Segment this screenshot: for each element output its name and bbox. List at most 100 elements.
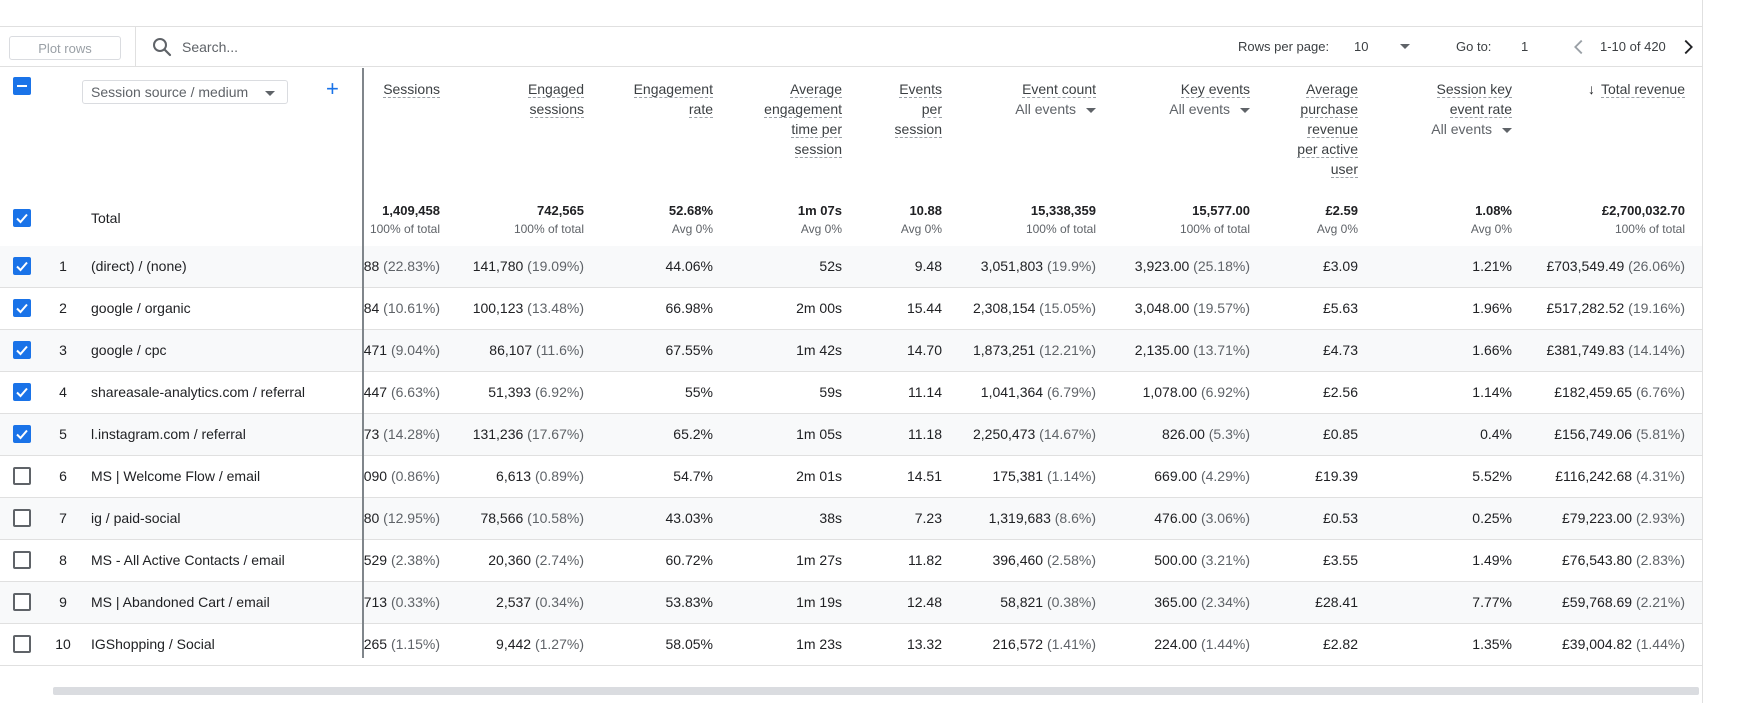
chevron-left-icon[interactable] [1568,36,1590,58]
column-header-label: Key events [1180,81,1250,98]
table-row[interactable]: 9 MS | Abandoned Cart / email 713 (0.33%) 2… [0,582,1702,624]
metric-cell: £79,223.00 (2.93%) [1525,510,1685,526]
column-header-label: Sessions [383,81,440,98]
metric-value: £5.63 [1322,300,1358,316]
plot-rows-button[interactable]: Plot rows [9,36,121,60]
row-checkbox[interactable] [13,257,31,275]
row-number: 1 [59,258,67,274]
column-header-label: event rate [1449,101,1512,118]
metric-value: 84 [364,300,380,316]
metric-percent: (13.48%) [523,300,584,316]
metric-filter-select[interactable]: All events [1120,99,1250,119]
metric-cell: 14.51 [862,468,942,484]
column-header[interactable]: Event count All events [966,79,1096,119]
table-row[interactable]: 4 shareasale-analytics.com / referral 447 … [0,372,1702,414]
search-icon[interactable] [150,35,174,59]
metric-cell: 6,613 (0.89%) [454,468,584,484]
dimension-value: IGShopping / Social [91,636,215,652]
column-header[interactable]: Engagement rate [593,79,713,119]
metric-cell: 2m 00s [732,300,842,316]
chevron-right-icon[interactable] [1677,36,1699,58]
metric-cell: 51,393 (6.92%) [454,384,584,400]
row-checkbox[interactable] [13,383,31,401]
column-header[interactable]: Sessions [330,79,440,99]
column-header[interactable]: Average engagement time per session [732,79,842,159]
metric-percent: (3.06%) [1197,510,1250,526]
table-row[interactable]: 6 MS | Welcome Flow / email 090 (0.86%) 6,6… [0,456,1702,498]
table-row[interactable]: 10 IGShopping / Social 265 (1.15%) 9,442 (1… [0,624,1702,666]
row-checkbox[interactable] [13,341,31,359]
add-dimension-button[interactable]: + [326,76,339,101]
metric-value: 1.35% [1472,636,1512,652]
total-value: 1m 07s [797,203,842,218]
row-number: 8 [59,552,67,568]
metric-percent: (6.76%) [1632,384,1685,400]
metric-value: £381,749.83 [1546,342,1625,358]
metric-percent: (19.09%) [523,258,584,274]
rows-per-page-select[interactable]: 10 [1354,39,1369,54]
metric-value: 65.2% [673,426,713,442]
total-row: Total 1,409,458 100% of total 742,565 100% … [0,196,1702,244]
metric-filter-select[interactable]: All events [966,99,1096,119]
metric-value: £3.09 [1322,258,1358,274]
row-checkbox[interactable] [13,551,31,569]
select-all-checkbox[interactable] [13,77,31,95]
metric-cell: 0.25% [1382,510,1512,526]
table-row[interactable]: 3 google / cpc 471 (9.04%) 86,107 (11.6%) 67… [0,330,1702,372]
column-header[interactable]: Engaged sessions [454,79,584,119]
arrow-down-icon[interactable]: ↓ [1587,81,1595,97]
metric-percent: (2.74%) [531,552,584,568]
total-checkbox[interactable] [13,209,31,227]
row-checkbox[interactable] [13,635,31,653]
metric-cell: 2m 01s [732,468,842,484]
metric-value: 224.00 [1154,636,1198,652]
table-row[interactable]: 8 MS - All Active Contacts / email 529 (2.… [0,540,1702,582]
metric-cell: 2,250,473 (14.67%) [966,426,1096,442]
total-cell: 742,565 100% of total [454,201,584,237]
metric-percent: (3.21%) [1197,552,1250,568]
chevron-down-icon [265,91,275,96]
total-value: 15,577.00 [1192,203,1250,218]
goto-page-input[interactable]: 1 [1521,39,1529,54]
metric-value: 090 [364,468,388,484]
metric-cell: 60.72% [593,552,713,568]
metric-value: 58,821 [1000,594,1044,610]
metric-cell: £2.82 [1268,636,1358,652]
column-header[interactable]: ↓ Total revenue [1525,79,1685,99]
column-header-label: Event count [1022,81,1096,98]
metric-cell: 9.48 [862,258,942,274]
search-input[interactable] [180,35,480,59]
table-row[interactable]: 1 (direct) / (none) 88 (22.83%) 141,780 (19… [0,246,1702,288]
horizontal-scrollbar-thumb[interactable] [53,687,1699,695]
top-divider [0,26,1702,27]
column-header-label: per [921,101,942,118]
row-checkbox[interactable] [13,467,31,485]
column-header[interactable]: Events per session [862,79,942,139]
dimension-select[interactable]: Session source / medium [82,80,288,104]
metric-percent: (2.21%) [1632,594,1685,610]
metric-cell: 44.06% [593,258,713,274]
table-row[interactable]: 2 google / organic 84 (10.61%) 100,123 (13.… [0,288,1702,330]
column-header[interactable]: Average purchase revenue per active user [1268,79,1358,179]
column-header[interactable]: Session key event rate All events [1382,79,1512,139]
metric-filter-select[interactable]: All events [1382,119,1512,139]
metric-cell: £381,749.83 (14.14%) [1525,342,1685,358]
metric-value: 43.03% [665,510,713,526]
column-header-label: Session key [1436,81,1512,98]
metric-value: 67.55% [665,342,713,358]
chevron-down-icon[interactable] [1400,44,1410,49]
table-row[interactable]: 7 ig / paid-social 80 (12.95%) 78,566 (10.5… [0,498,1702,540]
metric-value: 73 [364,426,380,442]
metric-cell: 1.14% [1382,384,1512,400]
row-checkbox[interactable] [13,593,31,611]
table-row[interactable]: 5 l.instagram.com / referral 73 (14.28%) 13… [0,414,1702,456]
column-header[interactable]: Key events All events [1120,79,1250,119]
row-checkbox[interactable] [13,509,31,527]
row-checkbox[interactable] [13,425,31,443]
row-checkbox[interactable] [13,299,31,317]
metric-cell: 5.52% [1382,468,1512,484]
metric-percent: (2.34%) [1197,594,1250,610]
metric-value: £3.55 [1322,552,1358,568]
metric-percent: (11.6%) [532,342,584,358]
metric-cell: 090 (0.86%) [364,468,440,484]
